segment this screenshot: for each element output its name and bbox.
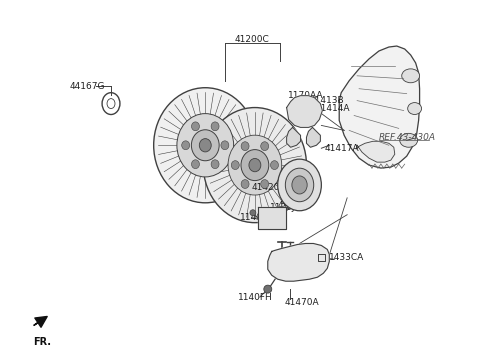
Ellipse shape (249, 159, 261, 172)
Text: 1170AA: 1170AA (288, 91, 323, 100)
Text: 1433CA: 1433CA (329, 253, 364, 262)
Ellipse shape (177, 114, 234, 177)
Text: 41470A: 41470A (285, 297, 319, 307)
Text: 41414A: 41414A (315, 104, 350, 113)
Text: 1170J: 1170J (270, 203, 295, 212)
Polygon shape (287, 127, 300, 147)
Ellipse shape (199, 139, 211, 152)
FancyArrowPatch shape (34, 316, 47, 327)
Ellipse shape (182, 141, 190, 150)
Ellipse shape (211, 122, 219, 131)
Ellipse shape (211, 160, 219, 169)
Ellipse shape (192, 160, 199, 169)
Text: 44167G: 44167G (69, 82, 105, 91)
Text: 41413B: 41413B (310, 96, 344, 105)
Ellipse shape (400, 134, 418, 147)
Text: FR.: FR. (34, 337, 52, 347)
Ellipse shape (204, 107, 306, 223)
Ellipse shape (221, 141, 229, 150)
Text: 1140EJ: 1140EJ (240, 213, 271, 222)
Polygon shape (306, 127, 320, 147)
Ellipse shape (241, 180, 249, 188)
Ellipse shape (241, 142, 249, 151)
Ellipse shape (408, 102, 421, 115)
Polygon shape (258, 207, 286, 228)
Ellipse shape (261, 142, 269, 151)
Ellipse shape (192, 130, 219, 161)
Text: 41417A: 41417A (324, 144, 359, 153)
Ellipse shape (402, 69, 420, 83)
Ellipse shape (264, 285, 272, 293)
Polygon shape (268, 243, 329, 281)
Text: 41200C: 41200C (235, 35, 269, 44)
Ellipse shape (261, 180, 269, 188)
Text: 41417B: 41417B (278, 201, 312, 210)
Text: 1140FH: 1140FH (238, 293, 273, 302)
Polygon shape (287, 96, 323, 127)
Ellipse shape (231, 161, 239, 170)
Ellipse shape (154, 88, 257, 203)
Polygon shape (339, 46, 420, 168)
Ellipse shape (292, 176, 307, 194)
Ellipse shape (241, 150, 269, 181)
Ellipse shape (278, 159, 322, 211)
Ellipse shape (192, 122, 199, 131)
Text: REF.43-430A: REF.43-430A (379, 133, 436, 142)
Ellipse shape (271, 161, 278, 170)
Ellipse shape (250, 210, 256, 216)
Text: 41420E: 41420E (252, 183, 286, 192)
Ellipse shape (285, 168, 314, 202)
Ellipse shape (228, 135, 282, 195)
Polygon shape (356, 141, 395, 162)
